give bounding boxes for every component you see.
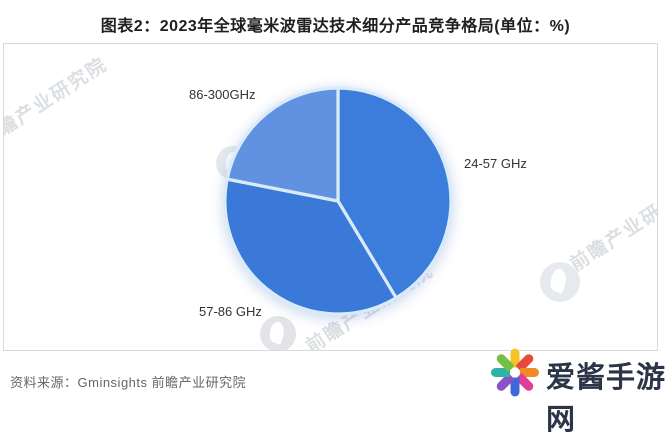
flower-icon: [491, 348, 539, 396]
watermark-text: 前瞻产业研究院: [566, 178, 658, 276]
slice-label-86-300: 86-300GHz: [189, 87, 256, 102]
pie-chart-svg: [223, 86, 453, 316]
pie-slice-1: [223, 177, 398, 316]
chart-plot-area: 前瞻产业研究院 前瞻产业研究院 前瞻产业研究院 前瞻产业研究院 前瞻产业研究院 …: [3, 43, 658, 351]
page: 图表2：2023年全球毫米波雷达技术细分产品竞争格局(单位：%) 前瞻产业研究院…: [0, 0, 671, 402]
brand-logo: 爱酱手游网: [484, 346, 669, 436]
watermark-logo-icon: [260, 316, 296, 350]
watermark: 前瞻产业研究院: [564, 174, 658, 277]
brand-name: 爱酱手游网: [546, 362, 667, 436]
source-note: 资料来源：Gminsights 前瞻产业研究院: [10, 375, 247, 390]
watermark-text: 前瞻产业研究院: [3, 54, 112, 152]
pie-chart: [221, 84, 455, 318]
chart-title: 图表2：2023年全球毫米波雷达技术细分产品竞争格局(单位：%): [100, 18, 571, 35]
pie-slice-2: [225, 86, 340, 203]
slice-label-24-57: 24-57 GHz: [464, 156, 527, 171]
slice-label-57-86: 57-86 GHz: [199, 304, 262, 319]
flower-petal-icon: [520, 367, 539, 377]
watermark-logo-icon: [540, 262, 580, 302]
watermark: 前瞻产业研究院: [3, 50, 112, 153]
